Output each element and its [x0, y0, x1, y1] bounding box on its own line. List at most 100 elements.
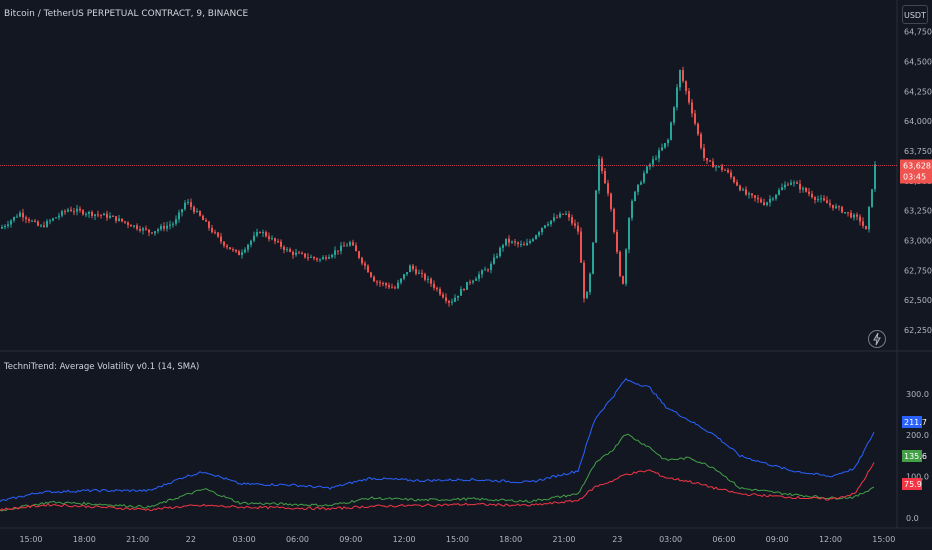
candle-body: [22, 212, 24, 218]
candle-body: [433, 283, 435, 288]
candle-body: [817, 199, 819, 201]
candle-body: [340, 245, 342, 252]
currency-button[interactable]: USDT: [902, 5, 928, 24]
candle-body: [103, 213, 105, 216]
candle-body: [778, 190, 780, 195]
candle-body: [157, 229, 159, 232]
candle-body: [673, 107, 675, 123]
candle-body: [181, 209, 183, 213]
candle-body: [637, 184, 639, 192]
candle-body: [301, 252, 303, 254]
candle-body: [844, 212, 846, 214]
price-labels: 63,628.2 03:45 211.7 135.6 75.9: [0, 159, 932, 490]
candle-body: [553, 217, 555, 221]
candle-body: [754, 195, 756, 198]
candle-body: [73, 211, 75, 213]
candle-body: [736, 182, 738, 186]
candle-body: [505, 238, 507, 246]
candle-body: [391, 287, 393, 289]
candle-body: [328, 256, 330, 259]
candle-body: [58, 215, 60, 218]
candle-body: [100, 214, 102, 216]
candle-body: [64, 211, 66, 213]
price-axis-tick: 63,750.0: [904, 147, 932, 156]
candle-body: [769, 198, 771, 203]
time-axis-tick: 09:00: [766, 535, 789, 544]
candle-body: [655, 158, 657, 160]
candle-body: [760, 199, 762, 203]
candle-body: [787, 184, 789, 186]
price-axis-tick: 64,000.0: [904, 117, 932, 126]
candle-body: [562, 213, 564, 215]
candle-body: [814, 197, 816, 200]
candle-body: [460, 289, 462, 296]
candle-body: [547, 224, 549, 226]
candle-body: [532, 239, 534, 241]
candle-body: [343, 245, 345, 247]
candle-body: [40, 225, 42, 227]
candle-body: [352, 242, 354, 246]
price-axis-tick: 64,750.0: [904, 28, 932, 37]
candle-body: [28, 219, 30, 221]
candle-body: [613, 208, 615, 232]
candle-body: [517, 242, 519, 245]
candle-body: [679, 70, 681, 88]
candle-body: [4, 225, 6, 228]
price-axis-tick: 62,250.0: [904, 326, 932, 335]
candle-body: [115, 216, 117, 221]
candle-body: [691, 102, 693, 114]
candle-body: [364, 263, 366, 266]
candle-body: [694, 113, 696, 124]
candle-body: [415, 269, 417, 274]
candle-body: [229, 247, 231, 250]
volatility-series-line: [0, 462, 875, 512]
candle-body: [76, 208, 78, 212]
time-axis-tick: 09:00: [339, 535, 362, 544]
candle-body: [712, 161, 714, 168]
grid-lines: [0, 0, 932, 529]
series-value-label: 75.9: [904, 480, 922, 489]
candle-body: [370, 272, 372, 277]
indicator-axis-tick: 300.0: [906, 390, 929, 399]
candle-body: [361, 257, 363, 264]
candle-body: [430, 278, 432, 284]
candle-body: [541, 227, 543, 233]
candle-body: [493, 257, 495, 264]
candle-body: [226, 245, 228, 248]
chart-title: Bitcoin / TetherUS PERPETUAL CONTRACT, 9…: [4, 9, 249, 19]
candle-body: [223, 241, 225, 246]
candle-body: [400, 278, 402, 283]
candle-body: [868, 207, 870, 230]
time-axis-tick: 21:00: [126, 535, 149, 544]
candle-body: [745, 189, 747, 195]
lightning-icon[interactable]: [868, 330, 886, 348]
candle-body: [169, 224, 171, 226]
candle-body: [16, 216, 18, 218]
candle-body: [85, 213, 87, 215]
candle-body: [205, 220, 207, 222]
candle-body: [454, 297, 456, 302]
candle-body: [514, 241, 516, 243]
candle-body: [757, 197, 759, 200]
candle-body: [109, 215, 111, 218]
candle-body: [559, 213, 561, 218]
candle-body: [859, 216, 861, 222]
candle-body: [241, 252, 243, 256]
candle-body: [826, 200, 828, 204]
time-axis-tick: 06:00: [286, 535, 309, 544]
candle-body: [121, 218, 123, 222]
volatility-lines: [0, 377, 875, 512]
price-axis-tick: 63,000.0: [904, 237, 932, 246]
indicator-title[interactable]: TechniTrend: Average Volatility v0.1 (14…: [4, 362, 200, 372]
candle-body: [676, 87, 678, 108]
candle-body: [10, 220, 12, 225]
candle-body: [172, 223, 174, 225]
candle-body: [19, 212, 21, 217]
candle-body: [535, 235, 537, 240]
time-axis-tick: 15:00: [446, 535, 469, 544]
candle-body: [289, 249, 291, 252]
candle-body: [619, 251, 621, 277]
candle-body: [721, 166, 723, 170]
candle-body: [130, 224, 132, 227]
